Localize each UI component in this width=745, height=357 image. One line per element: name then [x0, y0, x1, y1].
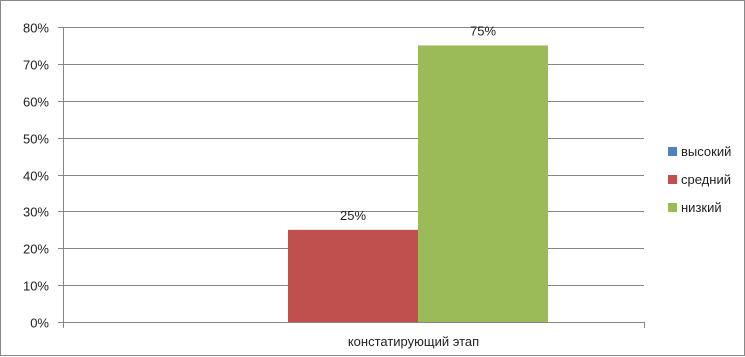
axes	[58, 27, 645, 328]
x-tick-labels: констатирующий этап	[348, 334, 479, 349]
bar-низкий	[418, 45, 548, 322]
data-labels: 25% 75%	[340, 23, 496, 222]
legend-label: низкий	[681, 200, 722, 215]
gridlines	[63, 27, 644, 286]
legend-swatch	[668, 147, 677, 156]
legend: высокий средний низкий	[668, 144, 731, 215]
y-tick-label: 20%	[23, 242, 49, 257]
legend-label: средний	[681, 172, 731, 187]
legend-swatch	[668, 175, 677, 184]
bars	[288, 45, 548, 322]
legend-label: высокий	[681, 144, 731, 159]
legend-swatch	[668, 203, 677, 212]
y-tick-label: 10%	[23, 279, 49, 294]
y-tick-label: 0%	[30, 316, 49, 331]
y-tick-label: 60%	[23, 95, 49, 110]
data-label: 25%	[340, 208, 366, 223]
y-tick-label: 50%	[23, 132, 49, 147]
y-tick-label: 70%	[23, 58, 49, 73]
y-tick-label: 40%	[23, 169, 49, 184]
y-tick-labels: 0% 10% 20% 30% 40% 50% 60% 70% 80%	[23, 21, 49, 331]
y-tick-label: 30%	[23, 205, 49, 220]
data-label: 75%	[470, 23, 496, 38]
x-category-label: констатирующий этап	[348, 334, 479, 349]
y-tick-label: 80%	[23, 21, 49, 36]
bar-средний	[288, 229, 418, 322]
